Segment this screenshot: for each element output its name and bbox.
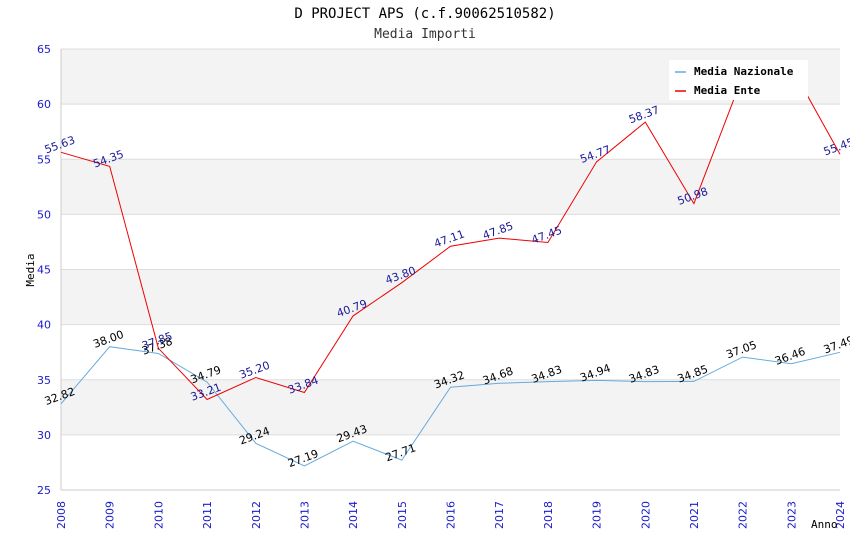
y-tick-label: 55: [37, 153, 51, 166]
grid-band: [61, 104, 840, 160]
grid-bands: [61, 49, 840, 490]
grid-band: [61, 434, 840, 490]
legend-label-ente: Media Ente: [694, 84, 761, 97]
x-tick-label: 2009: [104, 501, 117, 529]
legend-box: [669, 60, 808, 100]
series-line-ente: [60, 66, 841, 401]
y-tick-label: 25: [37, 484, 51, 497]
y-axis-title: Media: [24, 253, 37, 286]
x-tick-label: 2010: [152, 501, 165, 529]
y-tick-label: 35: [37, 374, 51, 387]
series-lines: [60, 66, 841, 467]
y-tick-label: 30: [37, 429, 51, 442]
grid-band: [61, 379, 840, 435]
y-tick-label: 65: [37, 43, 51, 56]
x-tick-label: 2008: [55, 501, 68, 529]
x-tick-label: 2014: [347, 501, 360, 529]
x-axis-title: Anno: [811, 518, 838, 531]
chart-subtitle: Media Importi: [374, 27, 476, 42]
legend-label-nazionale: Media Nazionale: [694, 65, 794, 78]
x-tick-label: 2016: [445, 501, 458, 529]
x-tick-label: 2020: [639, 501, 652, 529]
grid-band: [61, 214, 840, 270]
x-tick-label: 2017: [493, 501, 506, 529]
x-tick-label: 2012: [250, 501, 263, 529]
y-tick-label: 50: [37, 208, 51, 221]
x-tick-label: 2013: [298, 501, 311, 529]
x-tick-label: 2015: [396, 501, 409, 529]
x-tick-label: 2021: [688, 501, 701, 529]
x-tick-label: 2018: [542, 501, 555, 529]
y-tick-label: 40: [37, 319, 51, 332]
grid-band: [61, 159, 840, 215]
x-tick-label: 2022: [737, 501, 750, 529]
x-axis-ticks: 2008 2009 2010 2011 2012 2013 2014 2015 2016 2017…: [55, 501, 847, 529]
chart-title: D PROJECT APS (c.f.90062510582): [294, 6, 556, 22]
x-tick-label: 2011: [201, 501, 214, 529]
x-tick-label: 2019: [591, 501, 604, 529]
x-tick-label: 2024: [834, 501, 847, 529]
series-line-nazionale: [60, 346, 841, 467]
y-tick-label: 45: [37, 264, 51, 277]
grid-band: [61, 269, 840, 325]
x-tick-label: 2023: [785, 501, 798, 529]
grid-lines: [60, 48, 840, 491]
grid-band: [61, 324, 840, 380]
y-axis-ticks: 25 30 35 40 45 50 55 60 65: [37, 43, 51, 497]
legend: Media Nazionale Media Ente: [669, 60, 808, 100]
y-tick-label: 60: [37, 98, 51, 111]
